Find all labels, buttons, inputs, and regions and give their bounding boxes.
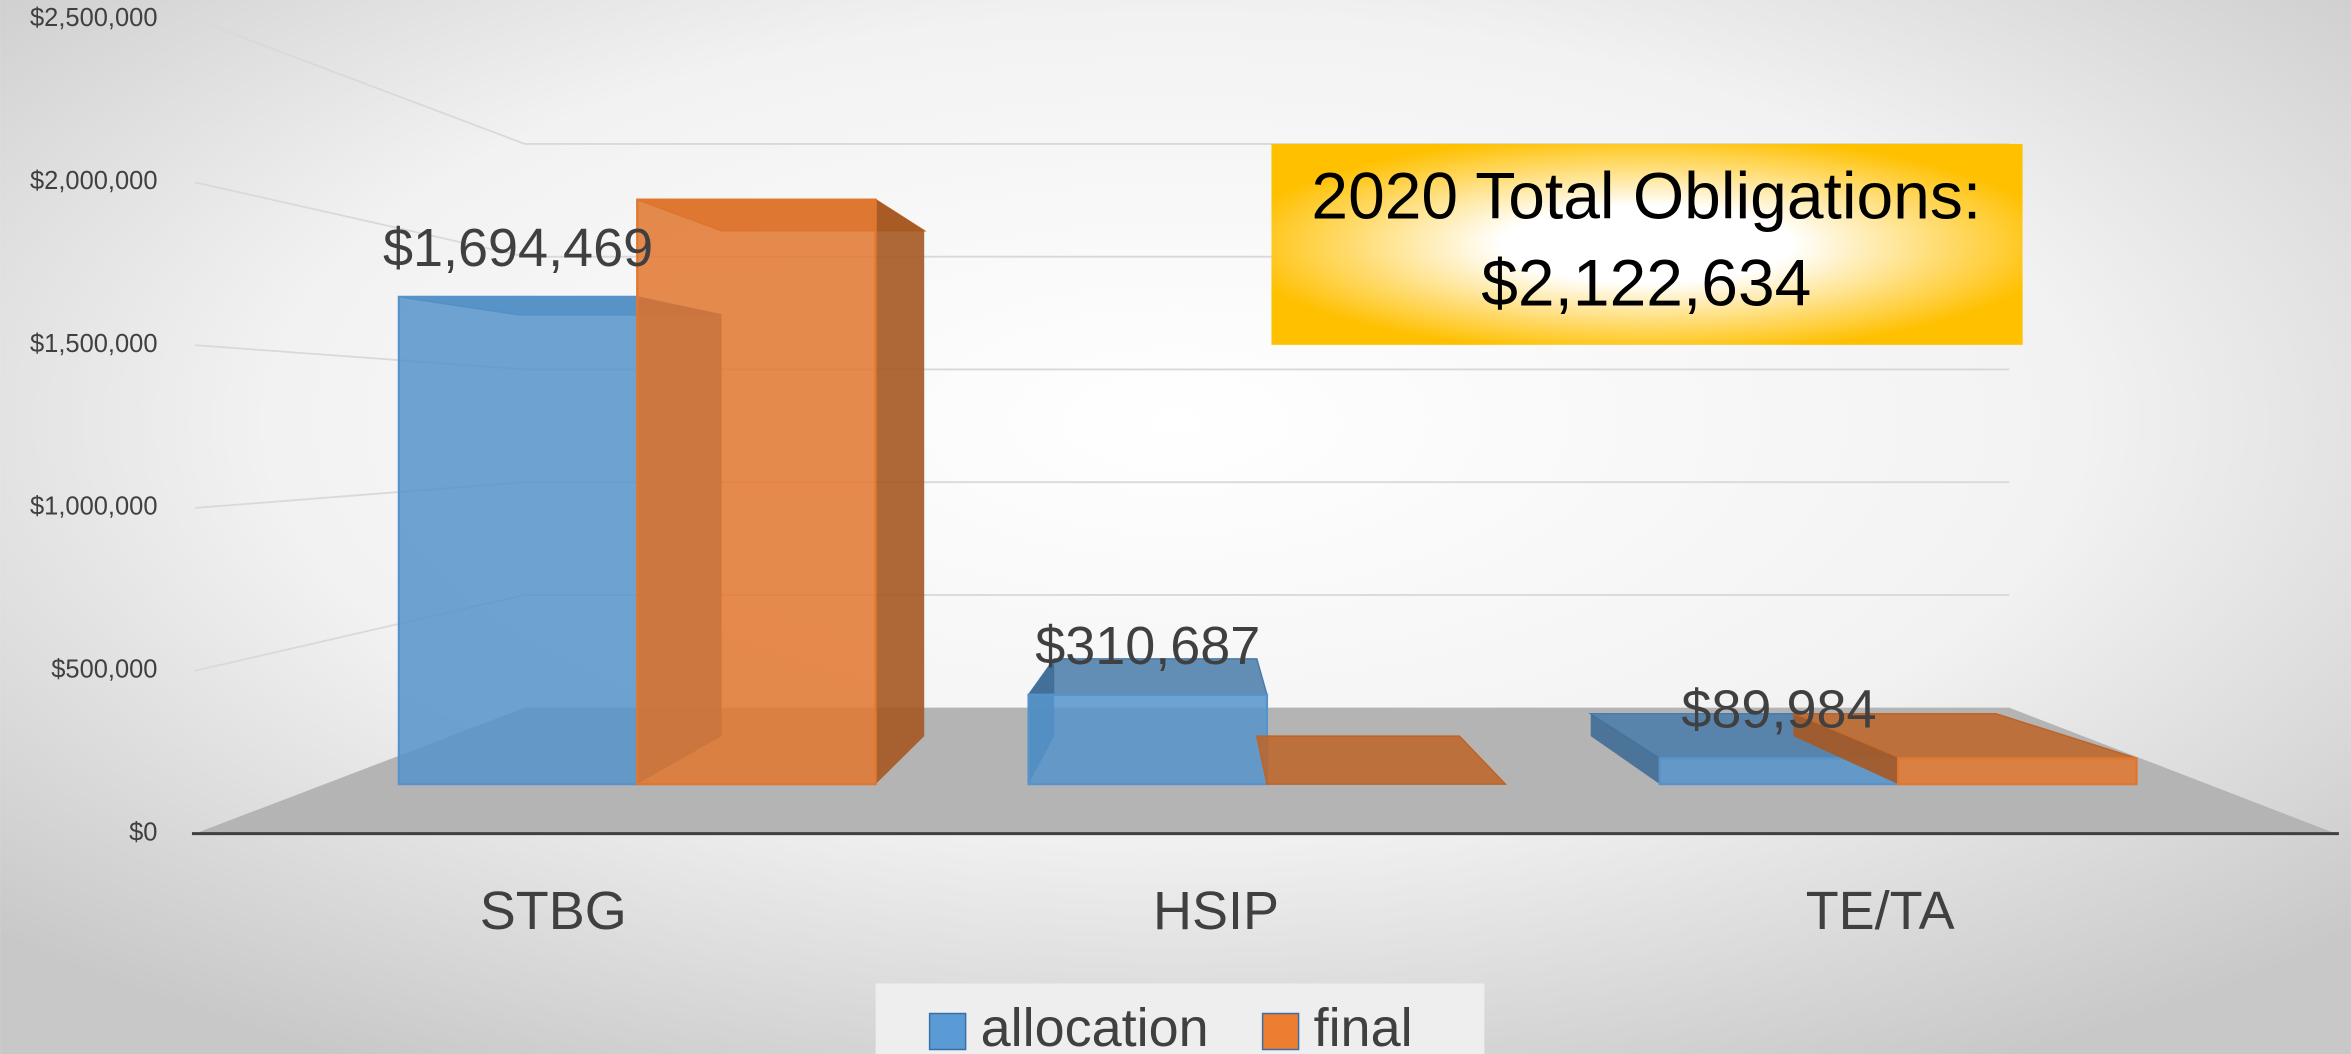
bar-side bbox=[1793, 713, 1899, 785]
y-tick-label: $1,500,000 bbox=[30, 330, 157, 358]
x-tick-label: TE/TA bbox=[1806, 881, 1955, 941]
legend-swatch bbox=[1261, 1012, 1300, 1051]
y-tick-label: $2,000,000 bbox=[30, 167, 157, 195]
data-label: $89,984 bbox=[1681, 680, 1876, 740]
legend-box bbox=[875, 983, 1485, 1054]
data-label: $1,694,469 bbox=[383, 218, 653, 278]
bar bbox=[636, 198, 927, 786]
bar bbox=[1793, 713, 2138, 786]
y-tick-label: $1,000,000 bbox=[30, 493, 157, 521]
y-tick-label: $500,000 bbox=[51, 656, 157, 684]
y-tick-label: $2,500,000 bbox=[30, 4, 157, 32]
annotation-box bbox=[1271, 143, 2023, 345]
legend: allocation final bbox=[928, 998, 1413, 1054]
bar-side bbox=[875, 199, 925, 785]
bars bbox=[397, 198, 2138, 786]
legend-label: allocation bbox=[981, 998, 1209, 1054]
bar-front bbox=[397, 295, 639, 786]
bar-front bbox=[636, 198, 877, 786]
bar bbox=[1027, 658, 1269, 786]
bar bbox=[1255, 735, 1508, 785]
x-tick-label: HSIP bbox=[1153, 881, 1279, 941]
bar-front bbox=[1897, 757, 2138, 786]
x-tick-label: STBG bbox=[480, 881, 627, 941]
y-tick-label: $0 bbox=[129, 818, 157, 846]
legend-label: final bbox=[1314, 998, 1413, 1054]
legend-swatch bbox=[928, 1012, 967, 1051]
annotation: $2,122,634 bbox=[1481, 245, 1811, 319]
bar-front bbox=[1027, 693, 1269, 786]
data-label: $310,687 bbox=[1035, 616, 1260, 676]
annotation: 2020 Total Obligations: bbox=[1311, 158, 1981, 232]
bar-side bbox=[1590, 713, 1660, 785]
bar-top bbox=[1255, 735, 1508, 785]
